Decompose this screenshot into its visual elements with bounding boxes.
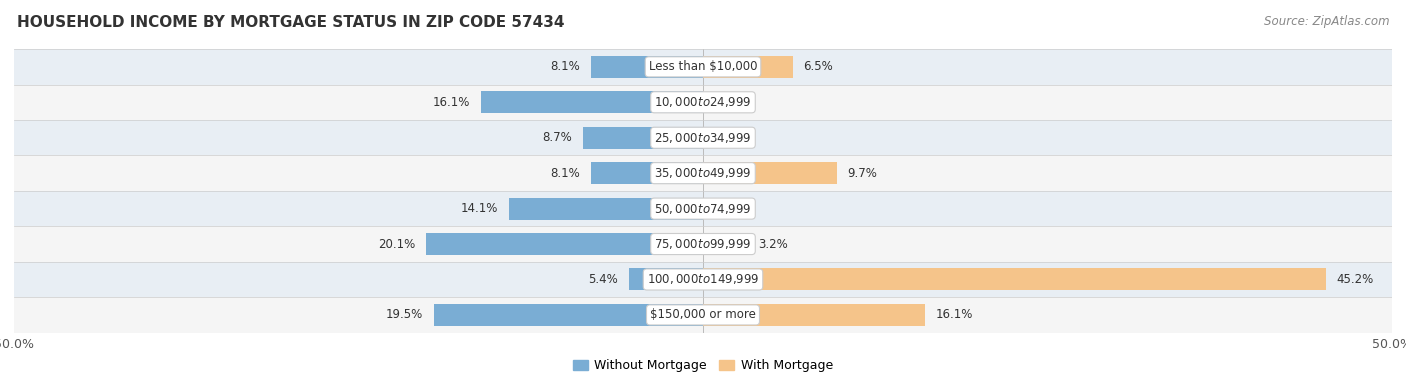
Bar xyxy=(703,233,747,255)
Bar xyxy=(481,91,703,113)
Text: $35,000 to $49,999: $35,000 to $49,999 xyxy=(654,166,752,180)
Text: 0.0%: 0.0% xyxy=(714,202,744,215)
Text: Source: ZipAtlas.com: Source: ZipAtlas.com xyxy=(1264,15,1389,28)
Text: 16.1%: 16.1% xyxy=(433,96,470,109)
Bar xyxy=(592,162,703,184)
Bar xyxy=(14,85,1392,120)
Bar xyxy=(703,56,793,78)
Text: 8.1%: 8.1% xyxy=(551,167,581,180)
Bar xyxy=(14,297,1392,333)
Text: Less than $10,000: Less than $10,000 xyxy=(648,60,758,73)
Bar xyxy=(14,191,1392,226)
Bar xyxy=(14,155,1392,191)
Text: $25,000 to $34,999: $25,000 to $34,999 xyxy=(654,131,752,145)
Bar xyxy=(703,162,837,184)
Text: 14.1%: 14.1% xyxy=(460,202,498,215)
Bar xyxy=(509,198,703,220)
Text: $100,000 to $149,999: $100,000 to $149,999 xyxy=(647,273,759,287)
Text: 20.1%: 20.1% xyxy=(378,237,415,251)
Bar xyxy=(14,262,1392,297)
Legend: Without Mortgage, With Mortgage: Without Mortgage, With Mortgage xyxy=(568,355,838,377)
Bar xyxy=(14,120,1392,155)
Text: 9.7%: 9.7% xyxy=(848,167,877,180)
Text: $50,000 to $74,999: $50,000 to $74,999 xyxy=(654,201,752,215)
Text: 0.0%: 0.0% xyxy=(714,96,744,109)
Text: $150,000 or more: $150,000 or more xyxy=(650,308,756,321)
Text: 8.1%: 8.1% xyxy=(551,60,581,73)
Text: 6.5%: 6.5% xyxy=(804,60,834,73)
Bar xyxy=(703,268,1326,290)
Bar xyxy=(628,268,703,290)
Text: 0.0%: 0.0% xyxy=(714,131,744,144)
Text: 19.5%: 19.5% xyxy=(387,308,423,321)
Text: HOUSEHOLD INCOME BY MORTGAGE STATUS IN ZIP CODE 57434: HOUSEHOLD INCOME BY MORTGAGE STATUS IN Z… xyxy=(17,15,564,30)
Text: 16.1%: 16.1% xyxy=(936,308,973,321)
Text: 5.4%: 5.4% xyxy=(588,273,617,286)
Text: $10,000 to $24,999: $10,000 to $24,999 xyxy=(654,95,752,109)
Bar xyxy=(592,56,703,78)
Bar xyxy=(14,226,1392,262)
Text: 8.7%: 8.7% xyxy=(543,131,572,144)
Bar xyxy=(583,127,703,149)
Bar xyxy=(14,49,1392,85)
Bar xyxy=(434,304,703,326)
Bar xyxy=(703,304,925,326)
Text: 3.2%: 3.2% xyxy=(758,237,787,251)
Text: 45.2%: 45.2% xyxy=(1337,273,1374,286)
Text: $75,000 to $99,999: $75,000 to $99,999 xyxy=(654,237,752,251)
Bar xyxy=(426,233,703,255)
